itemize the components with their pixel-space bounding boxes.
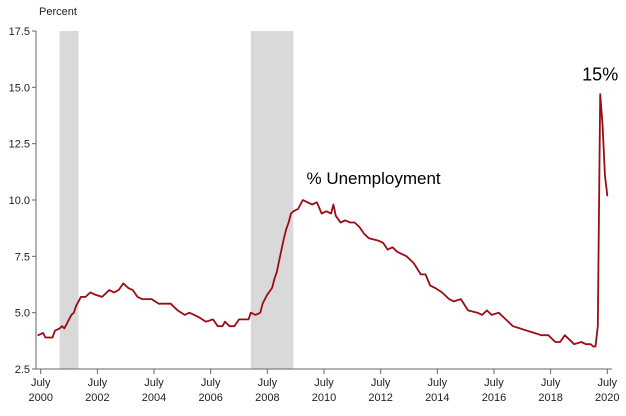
y-tick-label: 7.5 [15,251,30,263]
x-tick-month-label: July [88,377,108,389]
x-tick-month-label: July [314,377,334,389]
x-tick-year-label: 2002 [85,392,109,404]
x-tick-year-label: 2008 [255,392,279,404]
y-tick-label: 12.5 [9,139,30,151]
y-tick-label: 17.5 [9,26,30,38]
annotation-label: % Unemployment [306,169,440,188]
y-tick-label: 5.0 [15,308,30,320]
y-tick-label: 2.5 [15,364,30,376]
x-tick-year-label: 2012 [368,392,392,404]
x-tick-year-label: 2000 [28,392,52,404]
x-axis-ticks: July 2000 July 2002 July 2004 July 2006 July 2008… [28,369,620,404]
series-layer [37,93,609,348]
x-tick-month-label: July [541,377,561,389]
x-tick-year-label: 2016 [482,392,506,404]
annotations: % Unemployment 15% [306,65,618,189]
x-tick-year-label: 2014 [425,392,449,404]
y-axis-unit-label: Percent [39,6,77,18]
x-tick-month-label: July [371,377,391,389]
x-tick-month-label: July [597,377,617,389]
x-tick-year-label: 2006 [198,392,222,404]
recession-band-1 [250,31,294,369]
x-tick-month-label: July [144,377,164,389]
annotation-label: 15% [582,65,618,85]
axes [35,31,612,370]
x-tick-year-label: 2010 [312,392,336,404]
y-axis-ticks: 2.5 5.0 7.5 10.0 12.5 15.0 17.5 [9,26,36,376]
x-tick-year-label: 2004 [142,392,166,404]
x-tick-year-label: 2020 [595,392,619,404]
y-tick-label: 15.0 [9,82,30,94]
recession-bands [59,31,294,369]
x-tick-month-label: July [428,377,448,389]
y-tick-label: 10.0 [9,195,30,207]
x-tick-year-label: 2018 [538,392,562,404]
recession-band-0 [59,31,79,369]
x-tick-month-label: July [484,377,504,389]
x-tick-month-label: July [31,377,51,389]
x-tick-month-label: July [201,377,221,389]
x-tick-month-label: July [258,377,278,389]
unemployment-rate-line [37,93,609,348]
